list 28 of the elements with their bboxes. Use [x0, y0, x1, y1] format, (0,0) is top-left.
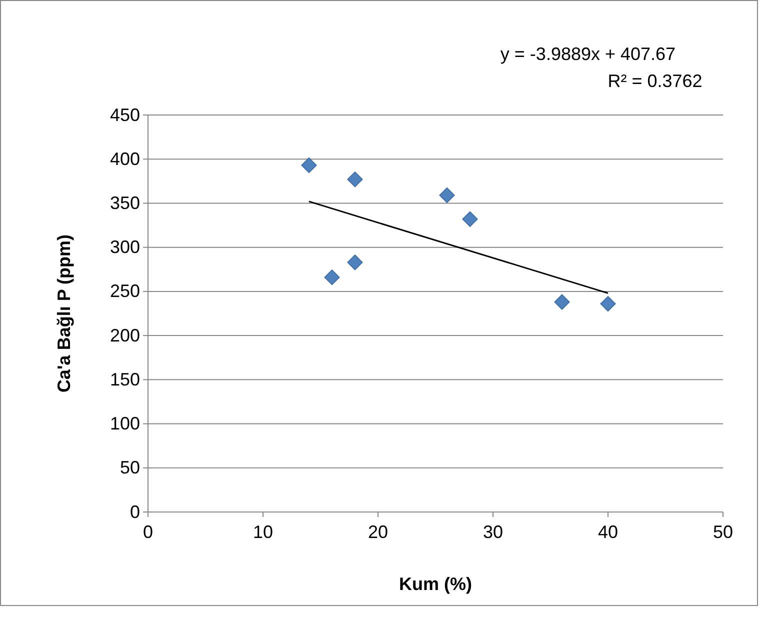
y-tick-label: 150 — [110, 369, 140, 390]
y-axis-title: Ca'a Bağlı P (ppm) — [54, 234, 74, 392]
y-tick-label: 50 — [120, 458, 140, 478]
x-axis-title: Kum (%) — [399, 574, 472, 594]
x-tick-label: 40 — [598, 522, 618, 542]
point — [347, 172, 363, 188]
y-tick-label: 200 — [110, 325, 140, 346]
y-tick-label: 250 — [110, 281, 140, 302]
text: y = -3.9889x + 407.67 — [500, 44, 676, 64]
y-tick-label: 350 — [110, 192, 140, 213]
y-tick-label: 400 — [110, 148, 140, 169]
y-tick-label: 300 — [110, 237, 140, 258]
y-tick-label: 100 — [110, 414, 140, 434]
x-tick-label: 20 — [368, 522, 388, 542]
point — [439, 187, 455, 204]
point — [347, 254, 363, 270]
point — [301, 157, 317, 174]
x-tick-label: 50 — [712, 522, 734, 542]
x-tick-label: 30 — [482, 522, 504, 542]
point — [324, 270, 340, 286]
x-tick-label: 0 — [142, 522, 154, 542]
y-tick-label: 0 — [130, 502, 140, 522]
point — [462, 211, 478, 227]
point — [600, 296, 616, 312]
y-tick-label: 450 — [110, 104, 140, 125]
text: R² = 0.3762 — [608, 71, 702, 91]
x-tick-label: 10 — [252, 522, 274, 542]
point — [554, 294, 570, 310]
